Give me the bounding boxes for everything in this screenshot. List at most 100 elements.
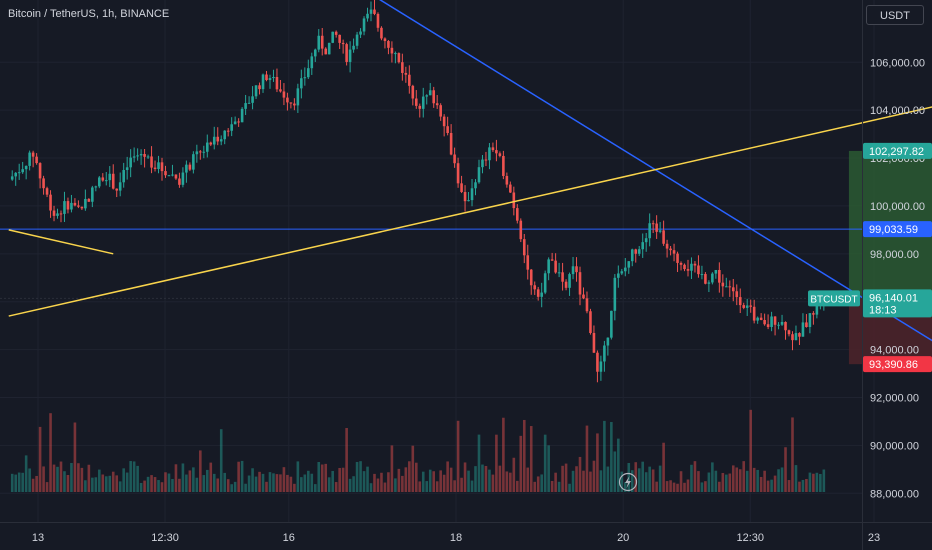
volume-bar [251,468,254,492]
candle-body [362,18,366,32]
candle-body [122,170,125,183]
volume-bar [432,471,436,492]
volume-bar [226,479,230,492]
x-tick-label: 18 [450,532,462,544]
volume-bar [596,433,599,492]
volume-bar [300,477,303,492]
volume-bar [704,481,707,492]
volume-bar [819,473,822,492]
candle-body [679,262,683,265]
candle-body [404,72,408,75]
volume-bar [805,478,808,492]
volume-bar [293,483,296,492]
volume-bar [49,413,52,492]
volume-bar [167,473,171,492]
volume-bar [808,472,812,492]
candle-body [230,124,233,131]
candle-body [247,102,251,104]
candle-body [516,208,519,221]
volume-bar [613,451,617,492]
price-tag-bg [863,289,932,318]
volume-bar [784,447,787,492]
volume-bar [31,478,35,492]
candle-body [275,77,279,90]
candle-body [216,136,220,142]
candle-body [296,88,300,106]
price-tag: 102,297.82 [863,142,932,159]
volume-bar [348,478,352,492]
candle-body [582,294,585,299]
candle-body [401,62,404,73]
volume-bar [543,434,547,492]
candle-body [56,213,59,216]
volume-bar [763,470,766,492]
candle-body [536,289,540,297]
candle-body [449,133,453,155]
candle-body [603,345,606,362]
candle-body [491,147,495,151]
candle-body [439,105,442,117]
volume-bar [45,482,49,492]
volume-bar [334,482,338,492]
volume-bar [610,422,613,492]
volume-bars [10,409,826,492]
candle-body [226,130,230,132]
candle-body [456,163,460,184]
candle-body [745,305,749,308]
candle-body [766,324,770,328]
volume-bar [623,482,627,492]
candle-body [770,316,773,328]
candle-body [139,154,143,156]
candle-body [188,164,192,170]
volume-bar [192,467,195,492]
candle-body [676,253,679,263]
volume-bar [247,475,251,492]
candle-body [376,13,380,28]
volume-bar [488,469,491,492]
candle-body [265,74,268,81]
volume-bar [143,480,146,492]
y-tick-label: 106,000.00 [870,57,925,69]
price-tag-text: 99,033.59 [869,224,918,236]
currency-selector[interactable]: USDT [866,5,924,25]
volume-bar [408,461,411,492]
volume-bar [414,462,418,492]
candle-body [383,38,387,42]
candle-body [87,198,91,202]
symbol-tag-bg [808,290,860,307]
candle-body [540,292,543,297]
volume-bar [700,482,704,492]
volume-bar [233,481,237,492]
volume-bar [725,474,728,492]
volume-bar [787,480,791,492]
volume-bar [139,482,143,492]
candle-body [669,248,672,251]
volume-bar [721,472,725,492]
candle-body [300,78,303,89]
candle-body [697,265,700,275]
candle-body [714,269,718,274]
candle-body [317,35,321,50]
candle-body [192,154,195,170]
volume-bar [815,472,819,492]
lightning-icon[interactable] [618,472,638,492]
volume-bar [324,463,328,492]
volume-bar [91,477,94,492]
candle-body [178,178,181,185]
candle-body [73,202,77,206]
volume-bar [216,478,220,492]
candle-body [143,154,146,157]
candle-body [42,178,45,189]
volume-bar [87,464,91,492]
candle-body [759,317,763,320]
volume-bar [519,435,523,492]
candle-body [554,260,557,273]
candle-body [10,176,14,180]
volume-bar [592,460,596,492]
volume-bar [118,481,122,492]
candle-body [254,85,258,97]
candle-body [495,150,498,154]
candle-body [408,74,411,86]
candle-body [136,155,139,157]
